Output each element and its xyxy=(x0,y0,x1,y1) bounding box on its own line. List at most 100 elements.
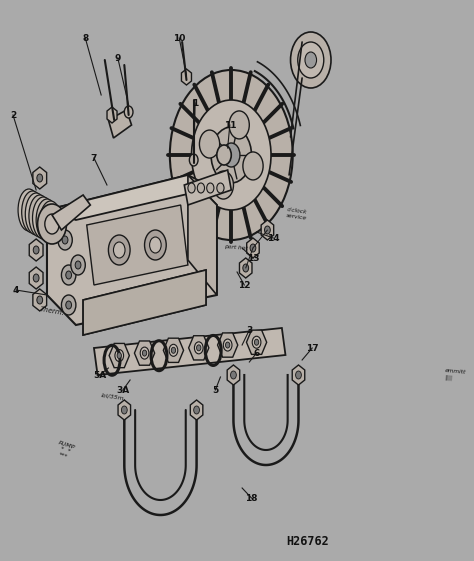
Text: 4: 4 xyxy=(13,286,19,295)
Polygon shape xyxy=(94,328,285,375)
Circle shape xyxy=(62,265,76,285)
Text: 6: 6 xyxy=(254,348,260,357)
Ellipse shape xyxy=(40,201,62,243)
Ellipse shape xyxy=(22,191,43,233)
Text: o'clock
service: o'clock service xyxy=(285,208,308,221)
Polygon shape xyxy=(182,69,191,85)
Circle shape xyxy=(169,344,178,356)
Circle shape xyxy=(62,236,68,244)
Circle shape xyxy=(226,342,230,348)
Text: 7: 7 xyxy=(91,154,97,163)
Circle shape xyxy=(145,230,166,260)
Ellipse shape xyxy=(33,197,54,239)
Text: 2: 2 xyxy=(10,111,16,119)
Polygon shape xyxy=(261,220,273,240)
Polygon shape xyxy=(135,341,155,365)
Circle shape xyxy=(109,235,130,265)
Circle shape xyxy=(66,271,72,279)
Text: 1: 1 xyxy=(192,99,198,108)
Circle shape xyxy=(124,106,133,118)
Text: 11: 11 xyxy=(224,121,236,130)
Circle shape xyxy=(115,350,124,361)
Circle shape xyxy=(191,100,271,210)
Circle shape xyxy=(121,406,127,414)
Circle shape xyxy=(298,42,324,78)
Polygon shape xyxy=(47,175,217,325)
Circle shape xyxy=(37,204,66,244)
Circle shape xyxy=(194,342,203,354)
Text: 14: 14 xyxy=(267,233,280,242)
Text: 5A: 5A xyxy=(93,370,106,379)
Circle shape xyxy=(75,261,81,269)
Circle shape xyxy=(217,183,224,193)
Polygon shape xyxy=(29,239,43,261)
Text: 10: 10 xyxy=(173,34,185,43)
Text: 8: 8 xyxy=(82,34,89,43)
Circle shape xyxy=(58,230,72,250)
Text: 3: 3 xyxy=(246,325,253,334)
Circle shape xyxy=(142,350,147,356)
Circle shape xyxy=(171,347,176,353)
Polygon shape xyxy=(83,270,206,335)
Circle shape xyxy=(200,130,219,158)
Polygon shape xyxy=(246,238,259,258)
Text: Therm.: Therm. xyxy=(40,306,65,316)
Text: 3A: 3A xyxy=(116,385,129,394)
Polygon shape xyxy=(292,365,305,385)
Circle shape xyxy=(37,296,43,304)
Text: H26762: H26762 xyxy=(286,535,329,548)
Circle shape xyxy=(223,339,232,351)
Circle shape xyxy=(217,145,231,165)
Text: PUMP
*  *
***: PUMP * * *** xyxy=(54,440,76,461)
Polygon shape xyxy=(29,267,43,289)
Text: port hot: port hot xyxy=(224,244,248,251)
Text: 9: 9 xyxy=(115,53,121,62)
Ellipse shape xyxy=(18,189,40,231)
Polygon shape xyxy=(47,175,213,220)
Circle shape xyxy=(243,152,263,180)
Circle shape xyxy=(188,183,195,193)
Circle shape xyxy=(207,183,214,193)
Polygon shape xyxy=(33,289,46,311)
Circle shape xyxy=(113,242,125,258)
Circle shape xyxy=(255,339,259,345)
Text: emmitt
||||: emmitt |||| xyxy=(445,369,466,381)
Polygon shape xyxy=(239,258,252,278)
Polygon shape xyxy=(83,270,206,335)
Polygon shape xyxy=(189,335,209,360)
Circle shape xyxy=(211,127,252,183)
Circle shape xyxy=(66,301,72,309)
Ellipse shape xyxy=(36,199,58,241)
Circle shape xyxy=(264,226,270,234)
Polygon shape xyxy=(52,195,91,230)
Text: 17: 17 xyxy=(306,343,319,352)
Polygon shape xyxy=(118,400,130,420)
Polygon shape xyxy=(107,107,117,123)
Circle shape xyxy=(62,295,76,315)
Circle shape xyxy=(305,52,317,68)
Polygon shape xyxy=(109,343,129,367)
Circle shape xyxy=(223,143,240,167)
Circle shape xyxy=(230,371,237,379)
Polygon shape xyxy=(184,170,231,205)
Circle shape xyxy=(296,371,301,379)
Circle shape xyxy=(33,274,39,282)
Circle shape xyxy=(33,246,39,254)
Text: 13: 13 xyxy=(246,254,259,263)
Polygon shape xyxy=(246,330,267,355)
Circle shape xyxy=(213,171,234,199)
Circle shape xyxy=(189,154,198,166)
Text: lol/35m.: lol/35m. xyxy=(101,393,127,401)
Ellipse shape xyxy=(25,193,47,235)
Circle shape xyxy=(150,237,161,253)
Polygon shape xyxy=(33,167,46,189)
Polygon shape xyxy=(164,338,183,362)
Circle shape xyxy=(197,183,204,193)
Circle shape xyxy=(140,347,149,359)
Circle shape xyxy=(250,244,256,252)
Circle shape xyxy=(170,70,293,240)
Circle shape xyxy=(243,264,249,272)
Text: 12: 12 xyxy=(238,280,251,289)
Text: 5: 5 xyxy=(212,385,219,394)
Circle shape xyxy=(194,406,200,414)
